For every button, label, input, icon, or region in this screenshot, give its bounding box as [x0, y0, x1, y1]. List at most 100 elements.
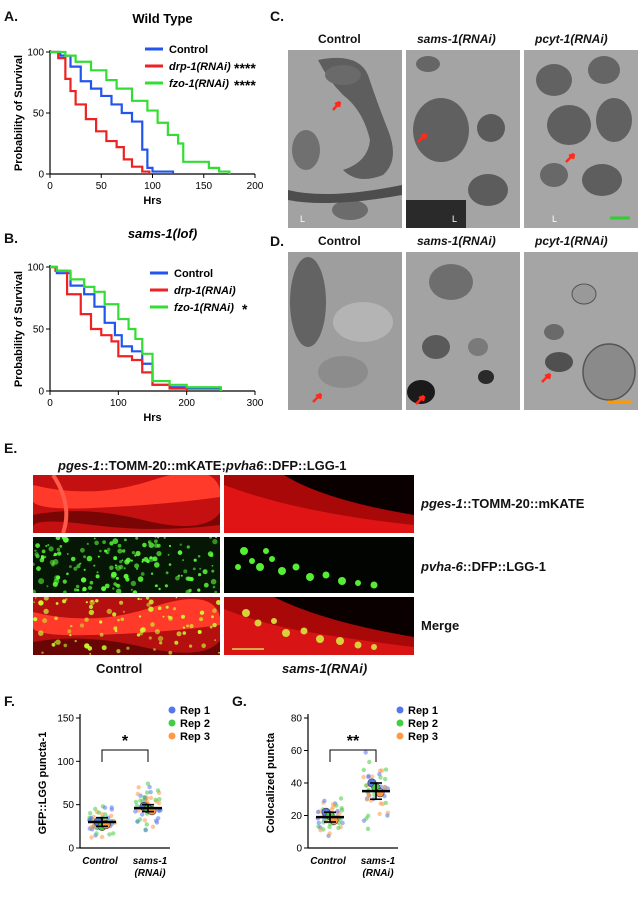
data-point	[111, 831, 116, 836]
fluorescent-punctum	[135, 550, 141, 557]
data-point	[383, 767, 389, 772]
data-point	[142, 818, 148, 823]
fluorescent-punctum	[193, 558, 197, 562]
arrow-marker	[332, 100, 342, 111]
fluorescent-punctum	[90, 600, 93, 603]
data-point	[102, 805, 108, 810]
fluorescent-punctum	[211, 615, 214, 619]
fluorescent-punctum	[42, 618, 48, 624]
row1-label: pges-1::TOMM-20::mKATE	[421, 496, 584, 511]
survival-line-drp-1-rnai-	[50, 50, 151, 174]
legend-label: Control	[174, 268, 213, 280]
fluorescent-punctum	[148, 636, 152, 640]
y-axis-label: GFP::LGG puncta-1	[37, 732, 49, 835]
legend-marker	[396, 706, 404, 714]
fluorescent-punctum	[370, 581, 378, 589]
legend-label: Control	[169, 44, 208, 56]
fluorescent-punctum	[47, 544, 50, 547]
fluorescent-punctum	[51, 642, 56, 647]
fluorescent-punctum	[88, 585, 93, 590]
significance-stars: **	[347, 733, 360, 750]
fluorescent-punctum	[68, 565, 72, 569]
data-point	[336, 825, 341, 831]
data-point	[382, 784, 387, 790]
fluorescent-punctum	[112, 612, 117, 617]
fluorescent-punctum	[46, 585, 49, 588]
fluorescent-punctum	[131, 551, 135, 555]
fluorescent-punctum	[117, 543, 122, 548]
fluorescent-punctum	[192, 567, 196, 571]
lumen-label: L	[300, 214, 305, 224]
fluorescent-punctum	[33, 562, 35, 567]
data-point	[145, 781, 151, 786]
fluorescent-punctum	[109, 565, 114, 571]
legend-marker	[396, 719, 404, 727]
fluorescent-punctum	[153, 543, 159, 548]
fluorescent-punctum	[99, 549, 102, 553]
category-label-line: (RNAi)	[362, 868, 394, 879]
fluorescent-punctum	[150, 622, 155, 627]
fluorescent-punctum	[113, 626, 118, 631]
fluorescent-punctum	[130, 588, 133, 591]
fluorescent-punctum	[74, 639, 77, 643]
fluorescent-punctum	[82, 586, 87, 592]
fluorescent-punctum	[97, 555, 100, 558]
fluorescent-punctum	[182, 626, 186, 629]
fluorescent-punctum	[179, 543, 182, 546]
panel-e-title-part1: pges-1	[58, 458, 100, 473]
fluorescent-punctum	[137, 576, 144, 582]
fluorescent-punctum	[186, 624, 189, 628]
fluorescent-punctum	[162, 615, 165, 618]
row1-label-construct: ::TOMM-20::mKATE	[462, 496, 585, 511]
fluorescent-punctum	[80, 577, 87, 583]
significance-bracket	[329, 749, 377, 762]
fluorescent-punctum	[38, 578, 45, 585]
arrow-marker	[415, 394, 426, 405]
category-label: Control	[310, 856, 346, 867]
data-point	[140, 812, 145, 817]
fluorescent-punctum	[55, 639, 61, 645]
fluorescent-punctum	[119, 600, 124, 605]
fluorescent-punctum	[177, 550, 183, 555]
fluorescent-punctum	[212, 539, 218, 545]
fluorescent-punctum	[95, 599, 99, 603]
y-tick-label: 0	[68, 844, 74, 855]
fluorescent-punctum	[43, 597, 49, 601]
fluor-control-lgg1	[33, 537, 220, 593]
data-point	[364, 797, 370, 802]
data-point	[154, 820, 160, 825]
chart-title: sams-1(lof)	[128, 226, 197, 241]
fluorescent-punctum	[38, 630, 44, 636]
fluorescent-punctum	[101, 586, 107, 592]
fluorescent-punctum	[336, 637, 344, 645]
y-tick-label: 0	[296, 844, 302, 855]
y-tick-label: 0	[38, 387, 44, 398]
data-point	[144, 790, 150, 795]
data-point	[361, 818, 367, 823]
data-point	[88, 825, 94, 830]
panel-c-label-pcyt1: pcyt-1(RNAi)	[535, 32, 608, 46]
fluorescent-punctum	[130, 559, 133, 562]
fluorescent-punctum	[43, 608, 49, 615]
fluorescent-punctum	[292, 563, 300, 571]
row2-label-construct: ::DFP::LGG-1	[462, 559, 546, 574]
fluorescent-punctum	[110, 573, 116, 579]
y-tick-label: 100	[57, 757, 74, 768]
fluorescent-punctum	[148, 542, 155, 548]
fluorescent-punctum	[40, 555, 45, 559]
fluorescent-punctum	[112, 587, 115, 590]
fluorescent-punctum	[95, 574, 100, 579]
legend-label: Rep 3	[180, 731, 210, 743]
fluorescent-punctum	[199, 610, 205, 615]
category-label-line: sams-1	[133, 856, 168, 867]
data-point	[138, 798, 143, 803]
fluorescent-punctum	[62, 599, 67, 604]
y-tick-label: 100	[27, 263, 44, 274]
fluorescent-punctum	[157, 635, 164, 642]
fluorescent-punctum	[115, 583, 119, 588]
x-axis-label: Hrs	[143, 412, 161, 424]
fluorescent-punctum	[197, 555, 201, 558]
chart-title: Wild Type	[132, 11, 192, 26]
fluorescent-punctum	[197, 630, 202, 634]
